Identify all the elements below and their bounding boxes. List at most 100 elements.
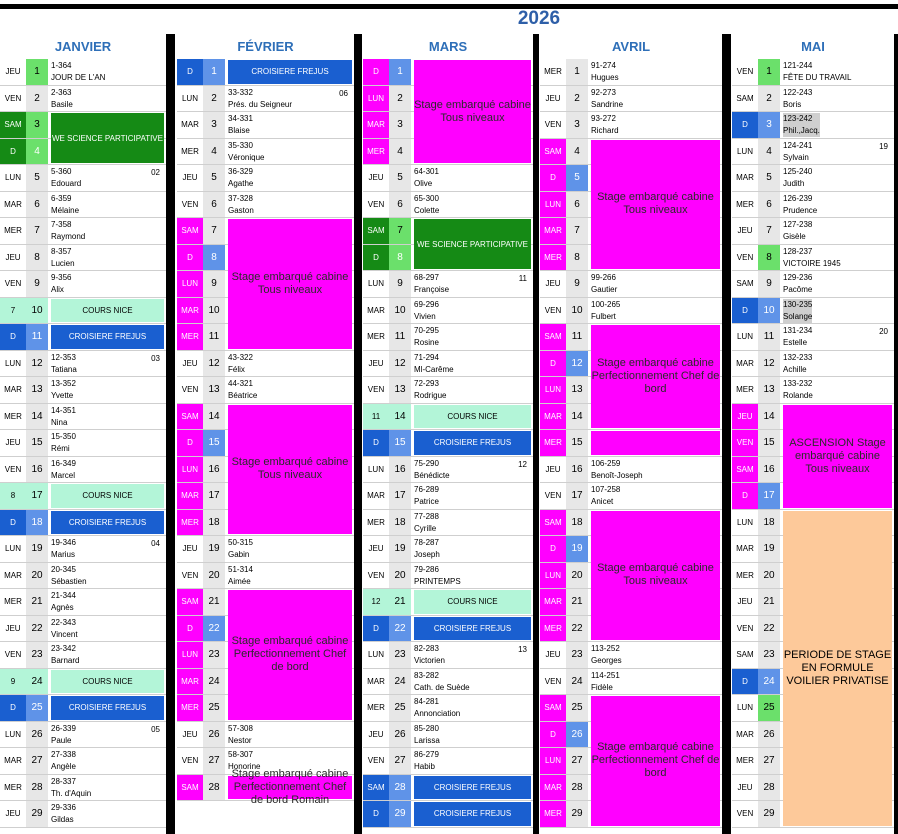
day-row[interactable]: SAM 2 122-243 Boris <box>732 85 894 112</box>
day-row[interactable]: MER 15 <box>540 430 722 457</box>
day-row[interactable]: D 18 <box>0 509 166 536</box>
day-row[interactable]: JEU 23 113-252 Georges <box>540 642 722 669</box>
day-row[interactable]: SAM 3 <box>0 112 166 139</box>
day-row[interactable]: JEU 12 71-294 Ml-Carême <box>363 350 533 377</box>
day-row[interactable]: MER 25 <box>177 695 354 722</box>
event-block[interactable]: CROISIERE FREJUS <box>51 696 164 720</box>
day-row[interactable]: VEN 20 79-286 PRINTEMPS <box>363 562 533 589</box>
day-row[interactable]: JEU 5 64-301 Olive <box>363 165 533 192</box>
day-row[interactable]: MER 18 <box>177 509 354 536</box>
day-row[interactable]: JEU 12 43-322 Félix <box>177 350 354 377</box>
day-row[interactable]: MER 7 7-358 Raymond <box>0 218 166 245</box>
day-row[interactable]: MAR 13 13-352 Yvette <box>0 377 166 404</box>
day-row[interactable]: D 22 <box>363 615 533 642</box>
day-row[interactable]: MER 21 21-344 Agnès <box>0 589 166 616</box>
day-row[interactable]: LUN 5 5-360 Edouard 02 <box>0 165 166 192</box>
day-row[interactable]: MAR 17 76-289 Patrice <box>363 483 533 510</box>
day-row[interactable]: MER 6 126-239 Prudence <box>732 191 894 218</box>
day-row[interactable]: SAM 9 129-236 Pacôme <box>732 271 894 298</box>
event-block[interactable]: COURS NICE <box>414 590 531 614</box>
day-row[interactable]: VEN 17 107-258 Anicet <box>540 483 722 510</box>
event-block[interactable]: Stage embarqué cabine Tous niveaux <box>414 60 531 163</box>
day-row[interactable]: VEN 20 51-314 Aimée <box>177 562 354 589</box>
day-row[interactable]: MAR 20 20-345 Sébastien <box>0 562 166 589</box>
day-row[interactable]: MER 14 14-351 Nina <box>0 403 166 430</box>
day-row[interactable]: LUN 2 33-332 Prés. du Seigneur 06 <box>177 85 354 112</box>
day-row[interactable]: VEN 1 121-244 FÊTE DU TRAVAIL <box>732 59 894 86</box>
day-row[interactable]: VEN 23 23-342 Barnard <box>0 642 166 669</box>
day-row[interactable]: MAR 10 69-296 Vivien <box>363 297 533 324</box>
event-block[interactable]: Stage embarqué cabine Tous niveaux <box>591 510 720 640</box>
event-block[interactable]: CROISIERE FREJUS <box>414 802 531 826</box>
day-row[interactable]: LUN 23 82-283 Victorien 13 <box>363 642 533 669</box>
day-row[interactable]: VEN 6 37-328 Gaston <box>177 191 354 218</box>
event-block[interactable]: CROISIERE FREJUS <box>51 510 164 534</box>
event-block[interactable]: ASCENSION Stage embarqué cabine Tous niv… <box>783 404 892 508</box>
day-row[interactable]: SAM 28 <box>177 774 354 801</box>
day-row[interactable]: D 17 <box>732 483 894 510</box>
day-row[interactable]: MER 4 35-330 Véronique <box>177 138 354 165</box>
event-block[interactable]: CROISIERE FREJUS <box>51 325 164 349</box>
day-row[interactable]: MER 22 <box>540 615 722 642</box>
day-row[interactable]: SAM 25 <box>540 695 722 722</box>
day-row[interactable]: D 25 <box>0 695 166 722</box>
event-block[interactable]: Stage embarqué cabine Perfectionnement C… <box>228 590 352 720</box>
day-row[interactable]: MER 8 <box>540 244 722 271</box>
day-row[interactable]: LUN 9 68-297 Françoise 11 <box>363 271 533 298</box>
day-row[interactable]: JEU 9 99-266 Gautier <box>540 271 722 298</box>
day-row[interactable]: JEU 15 15-350 Rémi <box>0 430 166 457</box>
day-row[interactable]: D 3 123-242 Phil.,Jacq. <box>732 112 894 139</box>
event-block[interactable]: Stage embarqué cabine Perfectionnement C… <box>591 696 720 826</box>
day-row[interactable]: VEN 2 2-363 Basile <box>0 85 166 112</box>
event-block[interactable]: COURS NICE <box>414 404 531 428</box>
day-row[interactable]: MAR 24 83-282 Cath. de Suède <box>363 668 533 695</box>
day-row[interactable]: SAM 16 <box>732 456 894 483</box>
event-block[interactable]: Stage embarqué cabine Perfectionnement C… <box>228 768 352 806</box>
event-block[interactable]: COURS NICE <box>51 484 164 508</box>
day-row[interactable]: JEU 26 57-308 Nestor <box>177 721 354 748</box>
day-row[interactable]: JEU 14 <box>732 403 894 430</box>
day-row[interactable]: VEN 8 128-237 VICTOIRE 1945 <box>732 244 894 271</box>
day-row[interactable]: VEN 13 44-321 Béatrice <box>177 377 354 404</box>
day-row[interactable]: MER 1 91-274 Hugues <box>540 59 722 86</box>
day-row[interactable]: LUN 12 12-353 Tatiana 03 <box>0 350 166 377</box>
day-row[interactable]: MER 11 <box>177 324 354 351</box>
event-block[interactable]: COURS NICE <box>51 298 164 322</box>
day-row[interactable]: MER 29 <box>540 801 722 828</box>
event-block[interactable]: Stage embarqué cabine Perfectionnement C… <box>591 325 720 428</box>
event-block[interactable]: PERIODE DE STAGE EN FORMULE VOILIER PRIV… <box>783 510 892 826</box>
day-row[interactable]: MER 13 133-232 Rolande <box>732 377 894 404</box>
day-row[interactable]: MAR 14 <box>540 403 722 430</box>
day-row[interactable]: VEN 13 72-293 Rodrigue <box>363 377 533 404</box>
day-row[interactable]: D 15 <box>363 430 533 457</box>
event-block[interactable] <box>591 431 720 455</box>
day-row[interactable]: VEN 24 114-251 Fidèle <box>540 668 722 695</box>
day-row[interactable]: MAR 5 125-240 Judith <box>732 165 894 192</box>
day-row[interactable]: LUN 9 <box>177 271 354 298</box>
day-row[interactable]: JEU 5 36-329 Agathe <box>177 165 354 192</box>
day-row[interactable]: VEN 3 93-272 Richard <box>540 112 722 139</box>
day-row[interactable]: LUN 13 <box>540 377 722 404</box>
day-row[interactable]: MER 25 84-281 Annonciation <box>363 695 533 722</box>
day-row[interactable]: VEN 29 <box>732 801 894 828</box>
day-row[interactable]: D 10 130-235 Solange <box>732 297 894 324</box>
day-row[interactable]: VEN 16 16-349 Marcel <box>0 456 166 483</box>
day-row[interactable]: MAR 12 132-233 Achille <box>732 350 894 377</box>
day-row[interactable]: LUN 26 26-339 Paule 05 <box>0 721 166 748</box>
day-row[interactable]: MER 4 <box>363 138 533 165</box>
event-block[interactable]: WE SCIENCE PARTICIPATIVE <box>414 219 531 269</box>
day-row[interactable]: LUN 19 19-346 Marius 04 <box>0 536 166 563</box>
day-row[interactable]: LUN 4 124-241 Sylvain 19 <box>732 138 894 165</box>
day-row[interactable]: VEN 6 65-300 Colette <box>363 191 533 218</box>
day-row[interactable]: VEN 27 86-279 Habib <box>363 748 533 775</box>
day-row[interactable]: 7 10 <box>0 297 166 324</box>
event-block[interactable]: CROISIERE FREJUS <box>414 431 531 455</box>
day-row[interactable]: VEN 27 58-307 Honorine <box>177 748 354 775</box>
day-row[interactable]: VEN 9 9-356 Alix <box>0 271 166 298</box>
day-row[interactable]: JEU 19 50-315 Gabin <box>177 536 354 563</box>
day-row[interactable]: SAM 28 <box>363 774 533 801</box>
event-block[interactable]: WE SCIENCE PARTICIPATIVE <box>51 113 164 163</box>
day-row[interactable]: JEU 26 85-280 Larissa <box>363 721 533 748</box>
